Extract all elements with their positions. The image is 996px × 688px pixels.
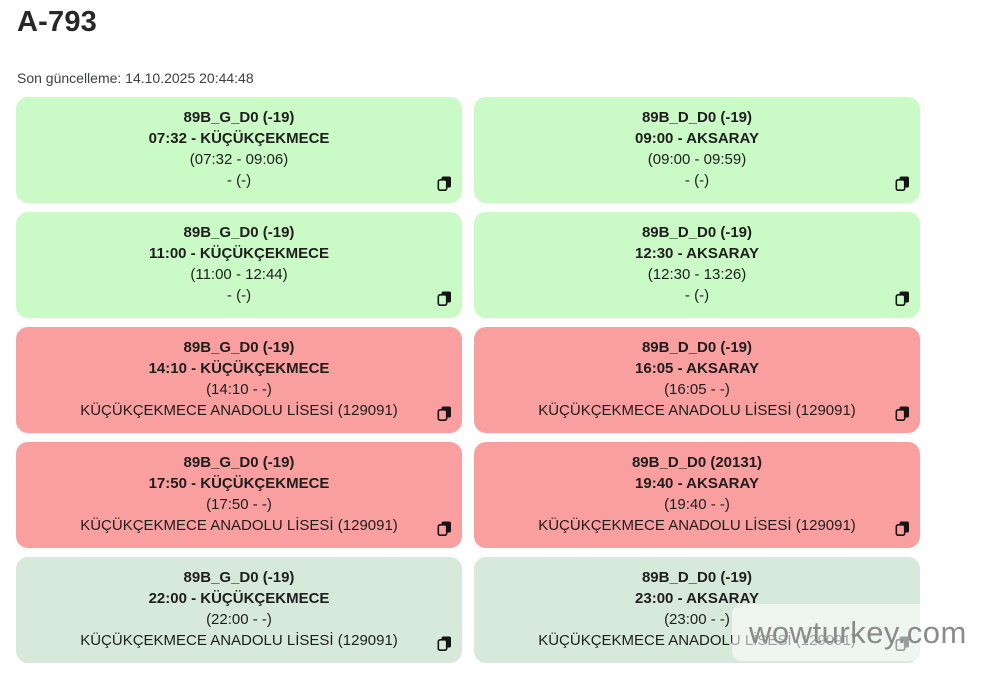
- copy-icon: [894, 406, 909, 421]
- trip-note: KÜÇÜKÇEKMECE ANADOLU LİSESİ (129091): [80, 402, 398, 419]
- trip-time-destination: 09:00 - AKSARAY: [635, 130, 759, 147]
- trip-code: 89B_G_D0 (-19): [183, 339, 295, 356]
- trip-time-window: (09:00 - 09:59): [647, 151, 747, 168]
- trip-note: KÜÇÜKÇEKMECE ANADOLU LİSESİ (129091): [538, 517, 856, 534]
- trip-time-window: (19:40 - -): [664, 496, 730, 513]
- trip-note: - (-): [684, 287, 710, 304]
- trip-time-destination: 12:30 - AKSARAY: [635, 245, 759, 262]
- copy-button[interactable]: [893, 404, 911, 422]
- trip-card: 89B_D_D0 (-19) 23:00 - AKSARAY (23:00 - …: [474, 557, 920, 663]
- trip-note: - (-): [684, 172, 710, 189]
- copy-icon: [894, 176, 909, 191]
- trip-code: 89B_D_D0 (-19): [641, 109, 753, 126]
- copy-button[interactable]: [435, 289, 453, 307]
- trip-note: KÜÇÜKÇEKMECE ANADOLU LİSESİ (129091): [80, 517, 398, 534]
- copy-icon: [894, 521, 909, 536]
- copy-button[interactable]: [893, 289, 911, 307]
- copy-icon: [436, 521, 451, 536]
- trip-cards-grid: 89B_G_D0 (-19) 07:32 - KÜÇÜKÇEKMECE (07:…: [16, 97, 920, 663]
- trip-card: 89B_D_D0 (-19) 16:05 - AKSARAY (16:05 - …: [474, 327, 920, 433]
- trip-card: 89B_D_D0 (-19) 12:30 - AKSARAY (12:30 - …: [474, 212, 920, 318]
- trip-time-window: (11:00 - 12:44): [190, 266, 288, 283]
- trip-note: - (-): [226, 287, 252, 304]
- trip-code: 89B_D_D0 (-19): [641, 569, 753, 586]
- trip-time-destination: 07:32 - KÜÇÜKÇEKMECE: [148, 130, 330, 147]
- trip-code: 89B_G_D0 (-19): [183, 109, 295, 126]
- trip-code: 89B_G_D0 (-19): [183, 224, 295, 241]
- copy-icon: [894, 636, 909, 651]
- copy-icon: [436, 176, 451, 191]
- trip-card: 89B_G_D0 (-19) 14:10 - KÜÇÜKÇEKMECE (14:…: [16, 327, 462, 433]
- trip-time-window: (22:00 - -): [206, 611, 272, 628]
- copy-button[interactable]: [435, 634, 453, 652]
- trip-note: KÜÇÜKÇEKMECE ANADOLU LİSESİ (129091): [80, 632, 398, 649]
- copy-button[interactable]: [435, 404, 453, 422]
- trip-card: 89B_G_D0 (-19) 07:32 - KÜÇÜKÇEKMECE (07:…: [16, 97, 462, 203]
- trip-card: 89B_G_D0 (-19) 11:00 - KÜÇÜKÇEKMECE (11:…: [16, 212, 462, 318]
- trip-time-destination: 19:40 - AKSARAY: [635, 475, 759, 492]
- trip-card: 89B_G_D0 (-19) 22:00 - KÜÇÜKÇEKMECE (22:…: [16, 557, 462, 663]
- trip-code: 89B_G_D0 (-19): [183, 569, 295, 586]
- copy-icon: [436, 291, 451, 306]
- copy-button[interactable]: [893, 634, 911, 652]
- trip-time-window: (17:50 - -): [206, 496, 272, 513]
- page-title: A-793: [17, 6, 97, 38]
- trip-time-destination: 17:50 - KÜÇÜKÇEKMECE: [148, 475, 330, 492]
- copy-icon: [436, 636, 451, 651]
- last-update-text: Son güncelleme: 14.10.2025 20:44:48: [17, 70, 254, 86]
- trip-card: 89B_G_D0 (-19) 17:50 - KÜÇÜKÇEKMECE (17:…: [16, 442, 462, 548]
- trip-note: - (-): [226, 172, 252, 189]
- trip-time-destination: 14:10 - KÜÇÜKÇEKMECE: [148, 360, 330, 377]
- trip-time-window: (23:00 - -): [664, 611, 730, 628]
- trip-time-window: (07:32 - 09:06): [189, 151, 289, 168]
- trip-note: KÜÇÜKÇEKMECE ANADOLU LİSESİ (129091): [538, 632, 856, 649]
- trip-code: 89B_D_D0 (-19): [641, 339, 753, 356]
- trip-time-window: (16:05 - -): [664, 381, 730, 398]
- trip-note: KÜÇÜKÇEKMECE ANADOLU LİSESİ (129091): [538, 402, 856, 419]
- trip-card: 89B_D_D0 (20131) 19:40 - AKSARAY (19:40 …: [474, 442, 920, 548]
- trip-code: 89B_D_D0 (-19): [641, 224, 753, 241]
- trip-time-window: (12:30 - 13:26): [647, 266, 747, 283]
- copy-button[interactable]: [435, 174, 453, 192]
- copy-icon: [894, 291, 909, 306]
- trip-card: 89B_D_D0 (-19) 09:00 - AKSARAY (09:00 - …: [474, 97, 920, 203]
- trip-time-destination: 16:05 - AKSARAY: [635, 360, 759, 377]
- copy-icon: [436, 406, 451, 421]
- trip-time-window: (14:10 - -): [206, 381, 272, 398]
- trip-time-destination: 11:00 - KÜÇÜKÇEKMECE: [148, 245, 330, 262]
- trip-time-destination: 23:00 - AKSARAY: [635, 590, 759, 607]
- trip-code: 89B_G_D0 (-19): [183, 454, 295, 471]
- trip-time-destination: 22:00 - KÜÇÜKÇEKMECE: [148, 590, 330, 607]
- copy-button[interactable]: [435, 519, 453, 537]
- trip-code: 89B_D_D0 (20131): [631, 454, 763, 471]
- copy-button[interactable]: [893, 519, 911, 537]
- copy-button[interactable]: [893, 174, 911, 192]
